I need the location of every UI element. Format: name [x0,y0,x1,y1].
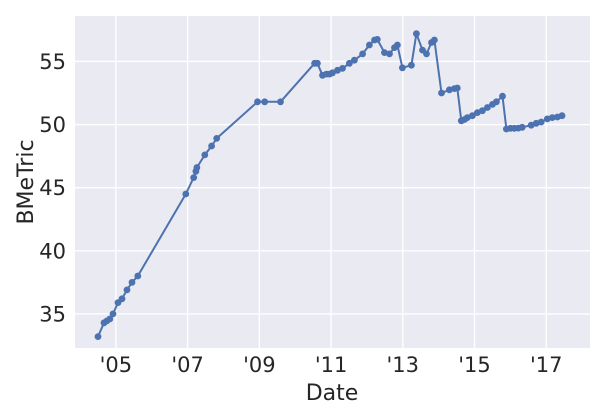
y-axis-label: BMeTric [14,139,39,224]
x-tick-label: '17 [530,353,563,377]
x-tick-label: '07 [171,353,204,377]
data-point [518,123,526,131]
data-point [463,114,471,121]
data-point [128,279,136,286]
y-tick-label: 50 [39,113,66,137]
data-point [134,272,142,280]
data-point [94,333,102,340]
data-point [373,36,381,43]
data-point [190,174,198,182]
data-point [548,114,556,121]
chart-plot-area: '05 '07 '09 '11 '13 '15 '17 35 40 45 50 55 [39,16,590,377]
data-point [351,56,358,64]
data-point [431,36,438,44]
data-point [399,64,406,72]
data-point [123,286,131,294]
data-point [118,295,126,303]
data-point [499,92,506,100]
data-point [537,118,545,126]
data-point [359,50,366,58]
x-axis-label: Date [306,381,359,406]
data-point [314,59,321,67]
x-tick-label: '13 [387,353,420,377]
data-point [182,190,190,198]
data-point [453,84,461,92]
data-point [394,41,401,49]
data-point [109,310,117,318]
data-point [438,89,445,97]
data-point [208,142,216,150]
data-point [423,50,430,58]
data-point [254,98,261,106]
data-point [558,112,566,120]
y-tick-label: 55 [39,50,66,74]
y-tick-label: 35 [39,302,66,326]
x-tick-label: '05 [100,353,133,377]
data-point [261,98,269,106]
x-tick-label: '11 [315,353,348,377]
data-point [366,41,373,49]
data-point [277,98,284,106]
y-tick-label: 45 [39,176,66,200]
data-point [386,50,393,58]
data-point [484,104,491,111]
plot-background [75,16,590,348]
y-tick-label: 40 [39,239,66,263]
data-point [493,98,500,106]
data-point [479,107,486,115]
x-tick-label: '09 [243,353,276,377]
data-point [339,65,346,72]
data-point [106,315,114,323]
data-point [346,59,353,67]
data-point [413,30,420,38]
data-point [193,164,201,171]
data-point [213,135,221,142]
data-point [201,151,209,159]
data-point [408,61,415,69]
data-point [469,112,476,120]
x-tick-label: '15 [458,353,491,377]
